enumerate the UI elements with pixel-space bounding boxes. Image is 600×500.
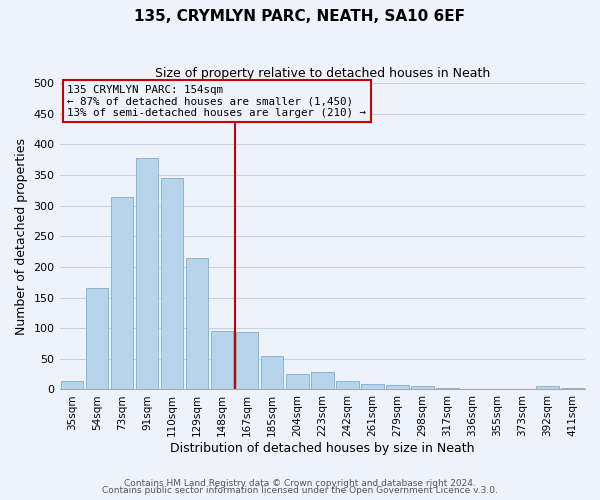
Bar <box>361 384 383 390</box>
Bar <box>161 178 184 390</box>
Bar <box>536 386 559 390</box>
Text: 135 CRYMLYN PARC: 154sqm
← 87% of detached houses are smaller (1,450)
13% of sem: 135 CRYMLYN PARC: 154sqm ← 87% of detach… <box>67 84 367 118</box>
Text: 135, CRYMLYN PARC, NEATH, SA10 6EF: 135, CRYMLYN PARC, NEATH, SA10 6EF <box>134 9 466 24</box>
Bar <box>461 389 484 390</box>
Bar <box>86 288 109 390</box>
Bar <box>261 356 283 390</box>
Bar <box>136 158 158 390</box>
Bar <box>236 332 259 390</box>
Title: Size of property relative to detached houses in Neath: Size of property relative to detached ho… <box>155 68 490 80</box>
X-axis label: Distribution of detached houses by size in Neath: Distribution of detached houses by size … <box>170 442 475 455</box>
Bar <box>286 374 308 390</box>
Bar <box>211 331 233 390</box>
Y-axis label: Number of detached properties: Number of detached properties <box>15 138 28 335</box>
Bar <box>561 388 584 390</box>
Bar <box>311 372 334 390</box>
Bar <box>186 258 208 390</box>
Bar <box>111 197 133 390</box>
Text: Contains public sector information licensed under the Open Government Licence v.: Contains public sector information licen… <box>102 486 498 495</box>
Bar <box>61 381 83 390</box>
Bar <box>411 386 434 390</box>
Bar <box>436 388 458 390</box>
Bar <box>386 385 409 390</box>
Text: Contains HM Land Registry data © Crown copyright and database right 2024.: Contains HM Land Registry data © Crown c… <box>124 478 476 488</box>
Bar <box>336 382 359 390</box>
